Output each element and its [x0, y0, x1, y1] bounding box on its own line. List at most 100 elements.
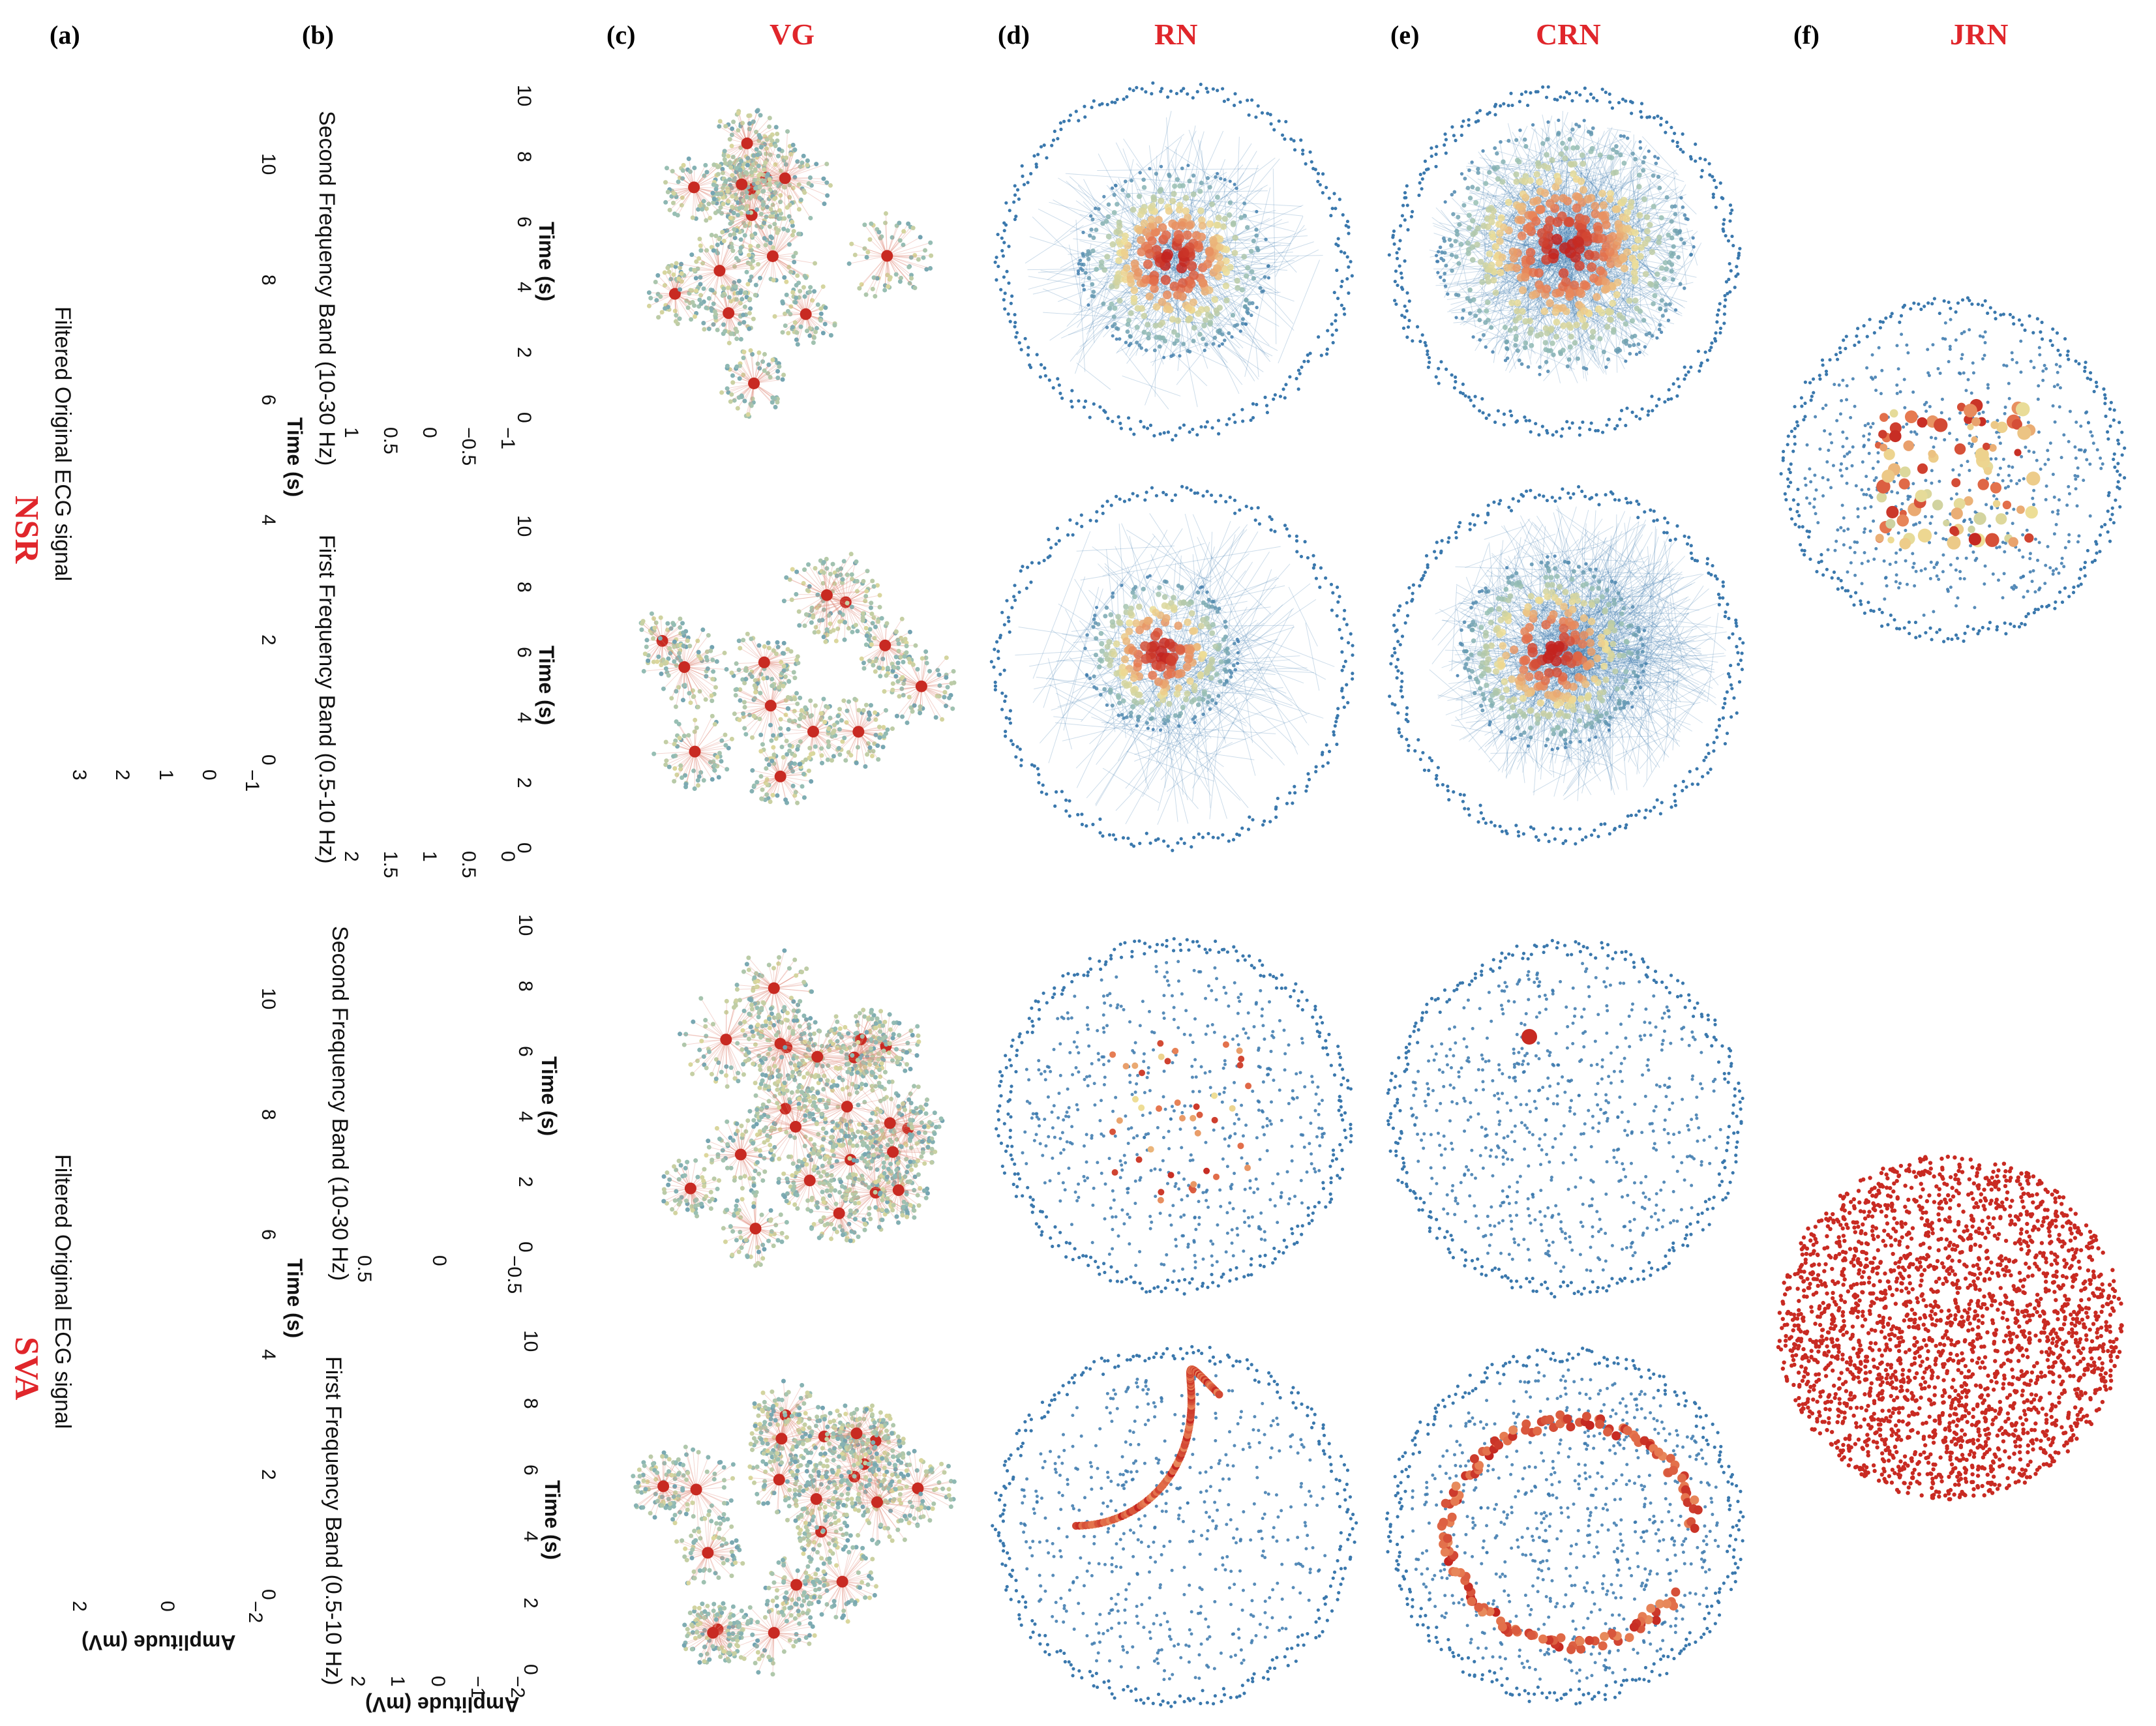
- vg-sva-second-node: [666, 1182, 671, 1187]
- vg-nsr-second-node: [728, 399, 733, 404]
- vg-nsr-second-node: [730, 155, 736, 160]
- vg-nsr-first-node: [933, 715, 938, 720]
- vg-nsr-second-node: [775, 153, 781, 158]
- vg-nsr-second-node: [828, 333, 833, 338]
- vg-nsr-second-node: [758, 145, 764, 150]
- vg-nsr-first-node: [750, 768, 755, 773]
- vg-nsr-first-node: [666, 673, 671, 678]
- vg-nsr-second-node: [897, 279, 903, 284]
- vg-sva-second-node: [719, 1069, 724, 1075]
- vg-sva-second-node: [747, 1109, 753, 1114]
- vg-nsr-first-node: [890, 726, 895, 732]
- vg-sva-second-node: [725, 1142, 730, 1147]
- vg-nsr-second-node: [777, 364, 782, 369]
- vg-sva-second-node: [701, 1054, 706, 1059]
- vg-nsr-first-node: [900, 675, 905, 680]
- vg-nsr-second-node: [706, 201, 711, 207]
- vg-nsr-first-node: [877, 665, 882, 670]
- vg-nsr-second-node: [798, 324, 803, 329]
- vg-sva-second-node: [779, 1020, 785, 1025]
- vg-nsr-second-node: [815, 302, 820, 307]
- vg-nsr-second-node: [753, 282, 758, 288]
- vg-sva-second-hub: [720, 1034, 732, 1046]
- vg-nsr-second-node: [780, 301, 785, 306]
- vg-nsr-second-edge: [765, 139, 768, 178]
- vg-sva-second-node: [701, 1178, 706, 1183]
- vg-nsr-first-node: [831, 628, 836, 633]
- vg-sva-second-node: [758, 1081, 764, 1086]
- vg-nsr-second-node: [728, 165, 734, 170]
- vg-nsr-first-node: [646, 658, 651, 663]
- vg-nsr-second-node: [711, 248, 716, 253]
- vg-nsr-second-node: [783, 162, 788, 167]
- vg-nsr-second-node: [653, 280, 658, 285]
- vg-nsr-first-node: [799, 707, 804, 713]
- vg-nsr-second-node: [694, 288, 699, 293]
- vg-nsr-first-node: [760, 742, 765, 747]
- vg-sva-second-node: [927, 1120, 932, 1125]
- vg-nsr-second-node: [792, 320, 798, 325]
- vg-nsr-second-node: [729, 143, 734, 149]
- vg-nsr-first-node: [813, 565, 818, 571]
- vg-sva-second-node: [862, 1227, 867, 1232]
- vg-nsr-second-node: [738, 168, 743, 173]
- vg-nsr-second-node: [768, 240, 773, 245]
- vg-nsr-second-node: [767, 177, 772, 182]
- vg-nsr-first-node: [695, 778, 700, 783]
- vg-sva-second-node: [775, 1101, 780, 1106]
- vg-sva-second-node: [834, 1229, 839, 1234]
- vg-nsr-first-node: [770, 683, 775, 689]
- vg-nsr-second-node: [659, 310, 665, 315]
- vg-nsr-second-node: [897, 238, 903, 243]
- vg-nsr-first-node: [786, 679, 792, 684]
- vg-nsr-second-node: [734, 364, 740, 369]
- vg-nsr-second-node: [738, 145, 743, 150]
- vg-nsr-second-node: [753, 186, 758, 191]
- vg-nsr-first-node: [949, 681, 954, 686]
- vg-nsr-first-node: [831, 754, 836, 759]
- vg-nsr-first-node: [712, 722, 717, 727]
- vg-nsr-second-node: [715, 327, 720, 333]
- method-title-vg: VG: [770, 17, 815, 52]
- vg-nsr-first-node: [820, 760, 825, 766]
- vg-nsr-first-node: [854, 559, 859, 564]
- vg-nsr-second-node: [916, 257, 921, 262]
- vg-nsr-first-node: [895, 661, 901, 666]
- vg-sva-second-node: [725, 1084, 730, 1089]
- vg-nsr-first-node: [652, 625, 657, 631]
- vg-nsr-second-node: [767, 224, 772, 229]
- vg-nsr-second-node: [767, 115, 772, 121]
- vg-nsr-first-node: [843, 619, 848, 625]
- vg-sva-second-node: [922, 1161, 927, 1166]
- vg-nsr-second-node: [818, 318, 823, 323]
- vg-sva-second-node: [685, 1207, 690, 1212]
- vg-nsr-first-node: [742, 705, 747, 710]
- vg-nsr-second-node: [723, 329, 728, 334]
- vg-nsr-first-node: [792, 753, 798, 758]
- vg-nsr-second-node: [743, 207, 749, 212]
- vg-nsr-first-node: [947, 695, 952, 700]
- vg-sva-second-node: [906, 1097, 912, 1102]
- vg-nsr-second-edge: [764, 220, 773, 257]
- vg-nsr-second-node: [757, 366, 762, 371]
- vg-nsr-second-hub: [723, 307, 735, 320]
- vg-sva-second-node: [905, 1062, 910, 1067]
- vg-sva-second-node: [710, 1157, 715, 1163]
- vg-nsr-second-edge: [772, 220, 792, 257]
- vg-nsr-first-node: [869, 642, 874, 647]
- vg-nsr-second-node: [730, 204, 735, 209]
- vg-nsr-first-node: [894, 713, 899, 719]
- vg-sva-second-node: [820, 1189, 825, 1195]
- vg-sva-second-node: [925, 1097, 930, 1103]
- vg-sva-second-node: [862, 1099, 867, 1105]
- vg-nsr-second-node: [685, 305, 691, 310]
- vg-sva-second-node: [816, 1170, 821, 1175]
- vg-nsr-first-node: [882, 689, 887, 694]
- vg-sva-second-node: [745, 1118, 751, 1123]
- vg-nsr-second-node: [725, 386, 730, 391]
- vg-sva-second-node: [822, 1156, 828, 1161]
- vg-nsr-second-node: [824, 162, 830, 167]
- vg-nsr-first-node: [856, 707, 861, 713]
- vg-nsr-second-node: [729, 245, 734, 250]
